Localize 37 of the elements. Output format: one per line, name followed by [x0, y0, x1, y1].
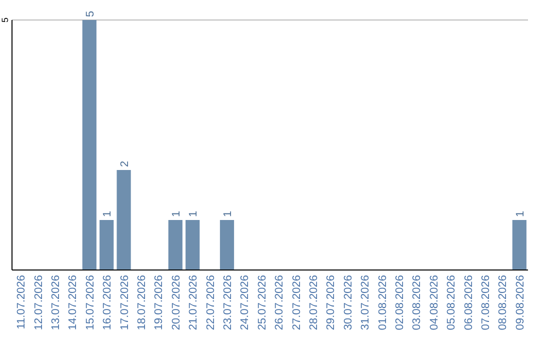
x-tick-label: 12.07.2026 — [32, 275, 45, 330]
x-tick-label: 31.07.2026 — [360, 275, 372, 330]
x-tick-label: 29.07.2026 — [325, 275, 338, 330]
x-tick-label: 08.08.2026 — [497, 275, 510, 330]
x-tick-label: 23.07.2026 — [222, 275, 234, 330]
data-label: 1 — [170, 210, 182, 217]
x-tick-label: 09.08.2026 — [514, 275, 526, 330]
x-tick-label: 25.07.2026 — [256, 275, 268, 330]
x-tick-label: 21.07.2026 — [188, 275, 200, 330]
x-tick-label: 27.07.2026 — [290, 275, 303, 330]
x-tick-label: 05.08.2026 — [446, 275, 458, 330]
x-tick-label: 06.08.2026 — [462, 275, 475, 330]
x-tick-label: 18.07.2026 — [136, 275, 148, 330]
x-tick-label: 13.07.2026 — [50, 275, 62, 330]
x-tick-label: 01.08.2026 — [376, 275, 389, 330]
x-tick-label: 11.07.2026 — [16, 275, 28, 330]
data-label: 2 — [118, 160, 131, 167]
x-tick-label: 20.07.2026 — [170, 275, 182, 330]
x-tick-label: 17.07.2026 — [118, 275, 131, 330]
x-tick-label: 28.07.2026 — [308, 275, 320, 330]
x-tick-label: 24.07.2026 — [239, 275, 252, 330]
x-tick-label: 07.08.2026 — [480, 275, 492, 330]
x-tick-label: 22.07.2026 — [204, 275, 217, 330]
x-tick-label: 16.07.2026 — [102, 275, 114, 330]
x-tick-label: 30.07.2026 — [342, 275, 354, 330]
x-tick-label: 14.07.2026 — [67, 275, 80, 330]
x-tick-label: 26.07.2026 — [274, 275, 286, 330]
x-tick-label: 04.08.2026 — [428, 275, 440, 330]
x-tick-label: 19.07.2026 — [153, 275, 166, 330]
data-label: 1 — [102, 210, 114, 217]
x-tick-label: 02.08.2026 — [394, 275, 406, 330]
data-label: 1 — [514, 210, 526, 217]
x-tick-label: 03.08.2026 — [411, 275, 424, 330]
data-label: 1 — [188, 210, 200, 217]
x-tick-label: 15.07.2026 — [84, 275, 96, 330]
data-label: 1 — [222, 210, 234, 217]
data-label: 5 — [84, 10, 96, 17]
